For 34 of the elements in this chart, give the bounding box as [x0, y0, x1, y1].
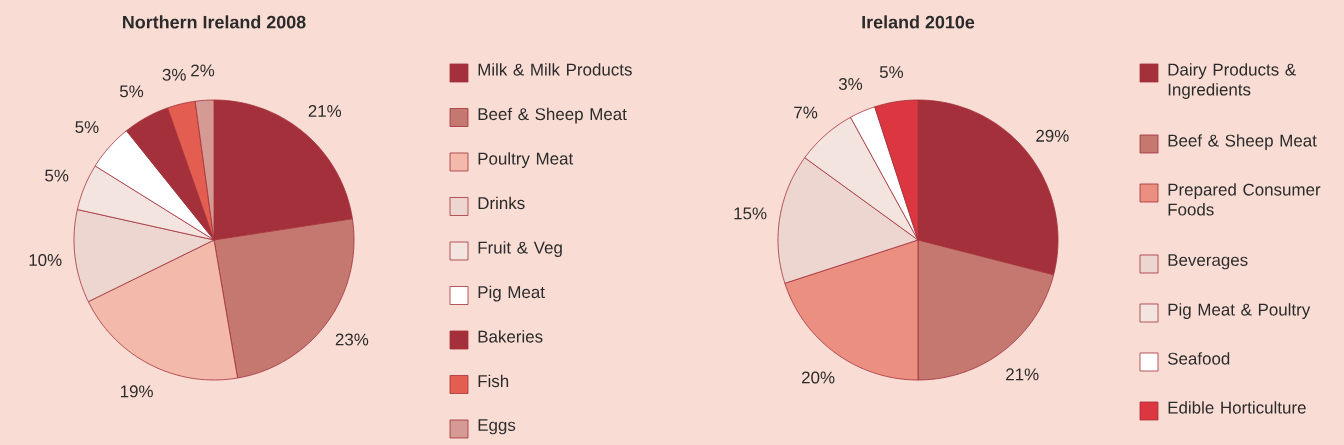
data-label: 21%	[1006, 368, 1039, 381]
legend-label: Dairy Products & Ingredients	[1168, 63, 1296, 99]
legend-label: Beef & Sheep Meat	[1168, 134, 1317, 150]
data-label: 10%	[29, 254, 62, 267]
data-label: 5%	[119, 85, 144, 98]
chart-title: Ireland 2010e	[862, 15, 975, 29]
data-label: 15%	[734, 207, 767, 220]
data-label: 5%	[75, 121, 99, 134]
legend-label: Pig Meat & Poultry	[1168, 303, 1311, 319]
data-label: 21%	[308, 105, 342, 117]
legend-label: Seafood	[1167, 352, 1230, 365]
legend-label: Milk & Milk Products	[478, 63, 632, 76]
data-label: 2%	[191, 64, 215, 77]
data-label: 20%	[802, 371, 835, 384]
chart-title: Northern Ireland 2008	[123, 15, 306, 29]
data-label: 29%	[1036, 129, 1069, 142]
legend-label: Beef & Sheep Meat	[478, 107, 627, 124]
data-label: 23%	[335, 333, 369, 346]
data-label: 3%	[162, 68, 186, 81]
legend-label: Fruit & Veg	[478, 241, 562, 257]
legend-label: Fish	[478, 374, 509, 388]
legend-label: Edible Horticulture	[1168, 401, 1306, 414]
legend-label: Eggs	[478, 419, 516, 435]
data-label: 7%	[794, 106, 818, 119]
data-label: 3%	[838, 77, 863, 90]
data-label: 5%	[879, 66, 904, 79]
legend-label: Prepared Consumer Foods	[1168, 183, 1321, 216]
legend-label: Poultry Meat	[478, 152, 574, 168]
data-label: 5%	[45, 169, 69, 182]
legend-label: Beverages	[1168, 254, 1248, 270]
legend-label: Pig Meat	[478, 285, 545, 302]
legend-label: Drinks	[478, 196, 525, 210]
data-label: 19%	[120, 385, 153, 398]
legend-label: Bakeries	[478, 330, 543, 343]
